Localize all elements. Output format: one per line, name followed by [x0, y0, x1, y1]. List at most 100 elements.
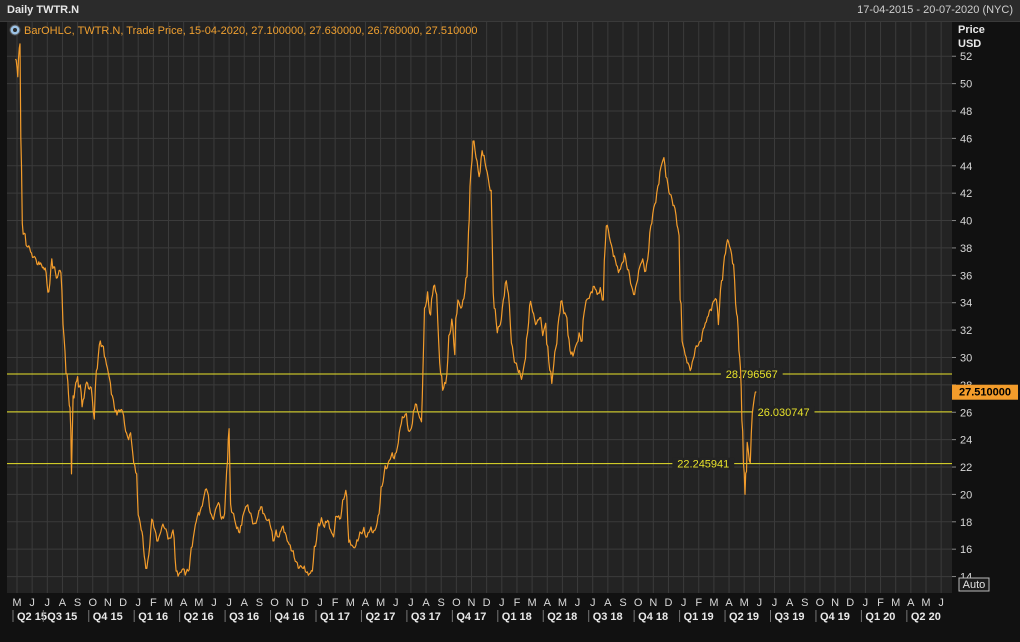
title-bar: Daily TWTR.N 17-04-2015 - 20-07-2020 (NY… — [0, 0, 1020, 22]
x-month-label: N — [104, 597, 112, 609]
x-quarter-label: Q3 18 — [593, 611, 623, 623]
support-line-label-bg — [720, 367, 783, 380]
y-tick-label: 50 — [960, 79, 972, 91]
y-tick-label: 40 — [960, 216, 972, 228]
support-line-label-bg — [672, 457, 735, 470]
x-month-label: M — [376, 597, 385, 609]
x-quarter-label: Q4 16 — [275, 611, 305, 623]
y-tick-label: 26 — [960, 407, 972, 419]
y-tick-label: 38 — [960, 243, 972, 255]
x-quarter-label: Q1 18 — [502, 611, 532, 623]
x-month-label: D — [483, 597, 491, 609]
x-quarter-label: Q3 19 — [775, 611, 805, 623]
x-month-label: D — [664, 597, 672, 609]
chart-title: Daily TWTR.N — [7, 4, 80, 16]
x-month-label: D — [301, 597, 309, 609]
y-tick-label: 18 — [960, 517, 972, 529]
y-tick-label: 24 — [960, 435, 972, 447]
x-month-label: J — [938, 597, 944, 609]
x-month-label: J — [317, 597, 323, 609]
x-month-label: J — [29, 597, 35, 609]
x-month-label: O — [88, 597, 97, 609]
x-month-label: M — [740, 597, 749, 609]
x-quarter-label: Q3 15 — [47, 611, 77, 623]
x-month-label: O — [270, 597, 279, 609]
x-month-label: A — [725, 597, 733, 609]
x-month-label: A — [241, 597, 249, 609]
x-month-label: J — [681, 597, 687, 609]
y-tick-label: 16 — [960, 544, 972, 556]
x-quarter-label: Q1 17 — [320, 611, 350, 623]
x-month-label: J — [590, 597, 596, 609]
x-month-label: J — [393, 597, 399, 609]
x-month-label: J — [772, 597, 778, 609]
support-line-label: 28.796567 — [726, 369, 778, 381]
x-month-label: O — [634, 597, 643, 609]
horizontal-gridlines — [7, 55, 952, 578]
x-month-label: M — [528, 597, 537, 609]
y-tick-label: 44 — [960, 161, 972, 173]
x-month-label: D — [119, 597, 127, 609]
x-quarter-label: Q2 19 — [729, 611, 759, 623]
auto-button-label[interactable]: Auto — [963, 579, 986, 591]
settings-icon-center — [13, 28, 17, 32]
x-month-label: A — [604, 597, 612, 609]
support-line-label: 26.030747 — [758, 407, 810, 419]
x-month-label: N — [286, 597, 294, 609]
x-quarter-label: Q1 16 — [138, 611, 168, 623]
x-month-label: M — [558, 597, 567, 609]
x-month-label: M — [921, 597, 930, 609]
x-month-label: A — [59, 597, 67, 609]
x-month-label: S — [801, 597, 808, 609]
auto-button[interactable]: Auto — [958, 577, 990, 592]
vertical-gridlines — [16, 22, 942, 593]
y-tick-label: 48 — [960, 106, 972, 118]
price-series-line[interactable] — [14, 43, 757, 577]
x-month-label: J — [45, 597, 51, 609]
plot-area[interactable] — [7, 22, 952, 593]
x-month-label: F — [877, 597, 884, 609]
x-month-label: A — [786, 597, 794, 609]
support-line-label: 22.245941 — [677, 459, 729, 471]
x-month-label: O — [816, 597, 825, 609]
x-month-label: J — [226, 597, 232, 609]
current-price-label: 27.510000 — [959, 387, 1011, 399]
y-tick-label: 36 — [960, 270, 972, 282]
x-month-label: F — [514, 597, 521, 609]
x-month-label: J — [863, 597, 869, 609]
x-month-label: D — [846, 597, 854, 609]
y-axis-title-price: Price — [958, 24, 985, 36]
y-tick-label: 46 — [960, 133, 972, 145]
x-quarter-label: Q3 17 — [411, 611, 441, 623]
x-month-label: A — [180, 597, 188, 609]
x-month-label: J — [499, 597, 505, 609]
y-axis-title-usd: USD — [958, 38, 981, 50]
x-month-label: S — [438, 597, 445, 609]
support-lines[interactable]: 28.796567 26.030747 22.245941 — [7, 367, 952, 471]
x-month-label: F — [150, 597, 157, 609]
x-month-label: F — [332, 597, 339, 609]
x-month-label: A — [362, 597, 370, 609]
x-month-label: J — [757, 597, 763, 609]
support-line-label-bg — [752, 405, 815, 418]
x-month-label: A — [544, 597, 552, 609]
x-quarter-label: Q4 18 — [638, 611, 668, 623]
legend-text: BarOHLC, TWTR.N, Trade Price, 15-04-2020… — [24, 25, 478, 37]
x-quarter-label: Q2 20 — [911, 611, 941, 623]
legend: BarOHLC, TWTR.N, Trade Price, 15-04-2020… — [9, 24, 478, 37]
x-quarter-label: Q2 15 — [17, 611, 47, 623]
x-quarter-label: Q2 17 — [365, 611, 395, 623]
x-month-label: S — [256, 597, 263, 609]
x-quarter-label: Q4 15 — [93, 611, 123, 623]
x-month-label: M — [346, 597, 355, 609]
x-month-label: N — [468, 597, 476, 609]
x-month-label: N — [649, 597, 657, 609]
y-tick-label: 34 — [960, 298, 972, 310]
x-month-label: S — [74, 597, 81, 609]
auto-button-frame[interactable] — [958, 577, 990, 592]
date-range: 17-04-2015 - 20-07-2020 (NYC) — [857, 4, 1013, 16]
x-quarter-label: Q1 19 — [684, 611, 714, 623]
